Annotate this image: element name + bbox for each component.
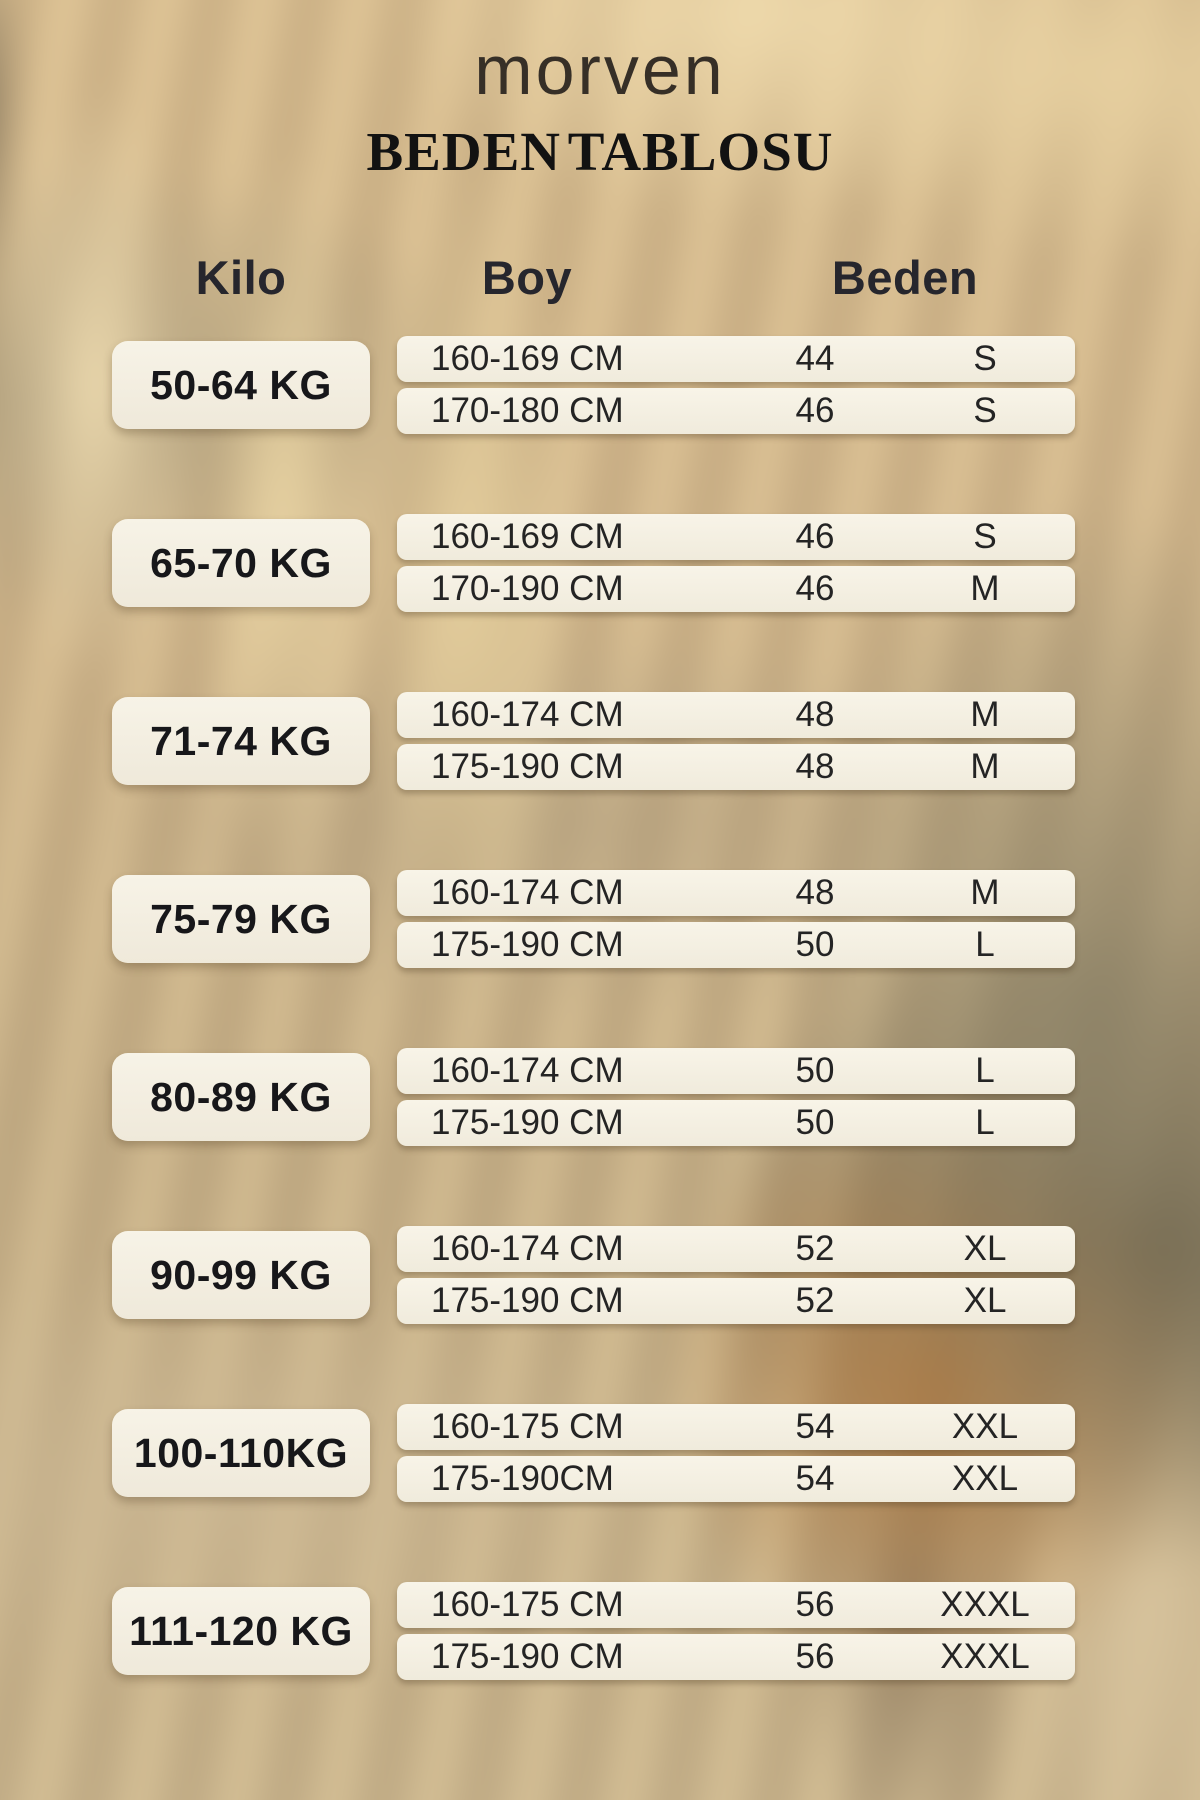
group-rows: 160-175 CM 56 XXXL 175-190 CM 56 XXXL <box>397 1582 1075 1680</box>
weight-group: 65-70 KG 160-169 CM 46 S 170-190 CM 46 M <box>112 514 1075 612</box>
height-range-cell: 170-190 CM <box>431 569 624 608</box>
table-row: 175-190 CM 50 L <box>397 922 1075 968</box>
size-letter-cell: XL <box>963 1281 1007 1320</box>
table-row: 160-169 CM 44 S <box>397 336 1075 382</box>
size-table-body: 50-64 KG 160-169 CM 44 S 170-180 CM 46 S… <box>112 336 1075 1680</box>
height-range-cell: 175-190 CM <box>431 1103 624 1142</box>
size-number-cell: 54 <box>795 1407 835 1446</box>
table-row: 160-169 CM 46 S <box>397 514 1075 560</box>
weight-group: 100-110KG 160-175 CM 54 XXL 175-190CM 54… <box>112 1404 1075 1502</box>
group-rows: 160-175 CM 54 XXL 175-190CM 54 XXL <box>397 1404 1075 1502</box>
kilo-range-box: 90-99 KG <box>112 1231 370 1319</box>
table-row: 160-174 CM 48 M <box>397 870 1075 916</box>
weight-group: 50-64 KG 160-169 CM 44 S 170-180 CM 46 S <box>112 336 1075 434</box>
height-range-cell: 160-169 CM <box>431 517 624 556</box>
table-row: 175-190 CM 50 L <box>397 1100 1075 1146</box>
size-letter-cell: M <box>970 569 1000 608</box>
brand-logo: morven <box>474 31 726 109</box>
weight-group: 71-74 KG 160-174 CM 48 M 175-190 CM 48 M <box>112 692 1075 790</box>
group-rows: 160-174 CM 48 M 175-190 CM 48 M <box>397 692 1075 790</box>
height-range-cell: 160-169 CM <box>431 339 624 378</box>
weight-group: 111-120 KG 160-175 CM 56 XXXL 175-190 CM… <box>112 1582 1075 1680</box>
kilo-range-box: 111-120 KG <box>112 1587 370 1675</box>
size-letter-cell: XXXL <box>940 1585 1030 1624</box>
table-row: 175-190 CM 48 M <box>397 744 1075 790</box>
page-title: BEDEN TABLOSU <box>366 121 834 182</box>
size-number-cell: 52 <box>795 1281 835 1320</box>
column-header-kilo: Kilo <box>195 251 287 304</box>
height-range-cell: 160-174 CM <box>431 695 624 734</box>
size-number-cell: 44 <box>795 339 835 378</box>
group-rows: 160-174 CM 50 L 175-190 CM 50 L <box>397 1048 1075 1146</box>
height-range-cell: 160-174 CM <box>431 1229 624 1268</box>
size-number-cell: 50 <box>795 1103 835 1142</box>
table-row: 175-190 CM 56 XXXL <box>397 1634 1075 1680</box>
size-letter-cell: L <box>975 1051 995 1090</box>
kilo-range-box: 80-89 KG <box>112 1053 370 1141</box>
size-letter-cell: L <box>975 1103 995 1142</box>
size-letter-cell: XXXL <box>940 1637 1030 1676</box>
kilo-range-box: 71-74 KG <box>112 697 370 785</box>
table-row: 160-174 CM 52 XL <box>397 1226 1075 1272</box>
table-row: 170-190 CM 46 M <box>397 566 1075 612</box>
table-row: 160-175 CM 54 XXL <box>397 1404 1075 1450</box>
kilo-range-box: 50-64 KG <box>112 341 370 429</box>
weight-group: 80-89 KG 160-174 CM 50 L 175-190 CM 50 L <box>112 1048 1075 1146</box>
size-letter-cell: XXL <box>951 1459 1019 1498</box>
weight-group: 75-79 KG 160-174 CM 48 M 175-190 CM 50 L <box>112 870 1075 968</box>
size-letter-cell: S <box>973 517 997 556</box>
group-rows: 160-174 CM 48 M 175-190 CM 50 L <box>397 870 1075 968</box>
height-range-cell: 170-180 CM <box>431 391 624 430</box>
size-number-cell: 52 <box>795 1229 835 1268</box>
size-number-cell: 46 <box>795 517 835 556</box>
table-row: 175-190 CM 52 XL <box>397 1278 1075 1324</box>
kilo-range-box: 75-79 KG <box>112 875 370 963</box>
size-number-cell: 48 <box>795 747 835 786</box>
size-number-cell: 48 <box>795 695 835 734</box>
column-header-beden: Beden <box>831 251 979 304</box>
size-number-cell: 56 <box>795 1637 835 1676</box>
height-range-cell: 175-190 CM <box>431 925 624 964</box>
size-letter-cell: S <box>973 391 997 430</box>
size-number-cell: 48 <box>795 873 835 912</box>
size-letter-cell: S <box>973 339 997 378</box>
table-row: 160-174 CM 48 M <box>397 692 1075 738</box>
size-number-cell: 54 <box>795 1459 835 1498</box>
table-row: 175-190CM 54 XXL <box>397 1456 1075 1502</box>
size-letter-cell: M <box>970 695 1000 734</box>
size-letter-cell: XXL <box>951 1407 1019 1446</box>
height-range-cell: 160-174 CM <box>431 1051 624 1090</box>
height-range-cell: 175-190CM <box>431 1459 614 1498</box>
weight-group: 90-99 KG 160-174 CM 52 XL 175-190 CM 52 … <box>112 1226 1075 1324</box>
group-rows: 160-174 CM 52 XL 175-190 CM 52 XL <box>397 1226 1075 1324</box>
kilo-range-box: 65-70 KG <box>112 519 370 607</box>
height-range-cell: 175-190 CM <box>431 747 624 786</box>
height-range-cell: 175-190 CM <box>431 1637 624 1676</box>
height-range-cell: 175-190 CM <box>431 1281 624 1320</box>
size-number-cell: 46 <box>795 569 835 608</box>
table-row: 160-175 CM 56 XXXL <box>397 1582 1075 1628</box>
size-letter-cell: L <box>975 925 995 964</box>
size-number-cell: 50 <box>795 925 835 964</box>
size-number-cell: 50 <box>795 1051 835 1090</box>
height-range-cell: 160-175 CM <box>431 1407 624 1446</box>
table-row: 170-180 CM 46 S <box>397 388 1075 434</box>
group-rows: 160-169 CM 44 S 170-180 CM 46 S <box>397 336 1075 434</box>
table-row: 160-174 CM 50 L <box>397 1048 1075 1094</box>
column-header-boy: Boy <box>481 251 573 304</box>
size-number-cell: 56 <box>795 1585 835 1624</box>
height-range-cell: 160-174 CM <box>431 873 624 912</box>
group-rows: 160-169 CM 46 S 170-190 CM 46 M <box>397 514 1075 612</box>
size-letter-cell: XL <box>963 1229 1007 1268</box>
size-letter-cell: M <box>970 747 1000 786</box>
size-number-cell: 46 <box>795 391 835 430</box>
kilo-range-box: 100-110KG <box>112 1409 370 1497</box>
height-range-cell: 160-175 CM <box>431 1585 624 1624</box>
size-letter-cell: M <box>970 873 1000 912</box>
